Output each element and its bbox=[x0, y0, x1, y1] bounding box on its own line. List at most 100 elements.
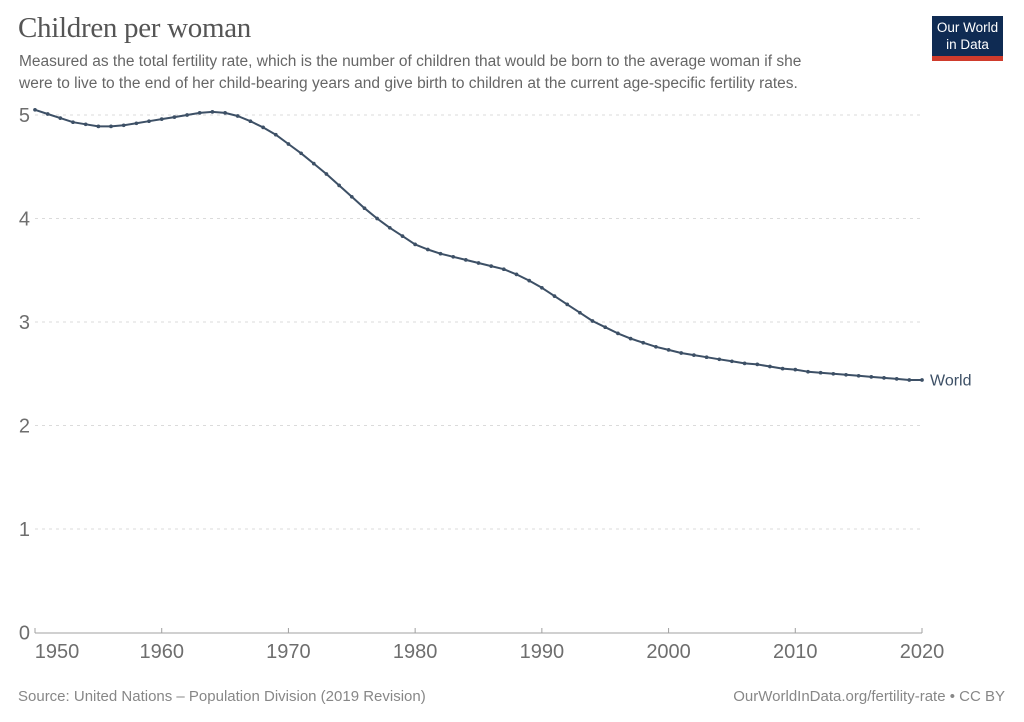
world-data-point bbox=[578, 310, 582, 315]
world-data-point bbox=[628, 336, 633, 341]
world-data-point bbox=[45, 112, 50, 116]
world-data-point bbox=[907, 378, 912, 382]
world-data-point bbox=[489, 264, 494, 268]
world-data-point bbox=[337, 183, 341, 188]
world-series-line bbox=[34, 108, 923, 381]
page-title: Children per woman bbox=[18, 12, 251, 44]
x-tick-label-1980: 1980 bbox=[393, 641, 438, 663]
owid-logo[interactable]: Our World in Data bbox=[932, 16, 1003, 61]
source-note: Source: United Nations – Population Divi… bbox=[18, 688, 426, 705]
world-data-point bbox=[755, 362, 760, 367]
world-data-point bbox=[552, 294, 557, 298]
world-data-point bbox=[793, 367, 798, 372]
chart-subtitle: Measured as the total fertility rate, wh… bbox=[19, 51, 801, 95]
world-data-point bbox=[818, 370, 823, 375]
world-data-point bbox=[742, 361, 747, 366]
world-data-point bbox=[121, 123, 126, 128]
series-end-label: World bbox=[930, 372, 972, 389]
world-data-point bbox=[717, 357, 722, 362]
x-tick-label-2020: 2020 bbox=[900, 641, 945, 663]
world-data-point bbox=[33, 107, 37, 112]
owid-logo-box: Our World in Data bbox=[932, 16, 1003, 56]
world-data-point bbox=[185, 113, 189, 117]
world-data-point bbox=[299, 151, 303, 156]
world-data-point bbox=[654, 344, 658, 349]
world-data-point bbox=[387, 225, 392, 230]
world-data-point bbox=[540, 285, 544, 290]
world-data-point bbox=[806, 369, 810, 374]
world-data-point bbox=[476, 261, 481, 265]
world-data-point bbox=[324, 172, 329, 176]
world-data-point bbox=[831, 371, 836, 376]
world-data-point bbox=[590, 319, 595, 323]
world-data-point bbox=[273, 132, 278, 137]
world-data-point bbox=[375, 216, 379, 221]
world-data-point bbox=[768, 364, 772, 369]
world-data-point bbox=[692, 353, 696, 357]
world-data-point bbox=[71, 120, 75, 125]
world-data-point bbox=[780, 366, 785, 371]
y-tick-label-3: 3 bbox=[19, 312, 30, 334]
world-data-point bbox=[311, 161, 316, 166]
world-data-point bbox=[844, 372, 848, 377]
world-data-point bbox=[514, 272, 519, 277]
world-data-point bbox=[58, 116, 63, 120]
world-data-point bbox=[894, 377, 899, 381]
world-data-point bbox=[197, 111, 202, 115]
world-data-point bbox=[96, 124, 101, 129]
x-tick-label-1990: 1990 bbox=[520, 641, 565, 663]
world-data-point bbox=[223, 111, 227, 115]
x-tick-label-1950: 1950 bbox=[35, 641, 80, 663]
world-data-point bbox=[400, 234, 405, 238]
world-data-point bbox=[261, 125, 265, 130]
world-data-point bbox=[527, 278, 532, 283]
x-tick-label-1970: 1970 bbox=[266, 641, 311, 663]
world-data-point bbox=[869, 375, 874, 379]
world-data-point bbox=[920, 378, 924, 382]
world-data-point bbox=[730, 359, 734, 364]
subtitle-line-2: were to live to the end of her child-bea… bbox=[19, 75, 798, 92]
world-data-point bbox=[413, 242, 417, 247]
y-tick-label-2: 2 bbox=[19, 416, 30, 438]
x-tick-label-1960: 1960 bbox=[139, 641, 184, 663]
x-tick-label-2000: 2000 bbox=[646, 641, 691, 663]
world-data-point bbox=[679, 351, 684, 355]
world-data-point bbox=[882, 376, 886, 380]
world-data-point bbox=[616, 331, 620, 336]
world-data-point bbox=[248, 119, 253, 124]
world-data-point bbox=[362, 206, 367, 211]
subtitle-line-1: Measured as the total fertility rate, wh… bbox=[19, 53, 802, 70]
world-data-point bbox=[172, 115, 177, 119]
world-data-point bbox=[666, 348, 671, 352]
y-tick-label-1: 1 bbox=[19, 519, 30, 541]
world-data-point bbox=[210, 110, 215, 114]
owid-logo-line-2: in Data bbox=[946, 37, 989, 52]
y-tick-label-5: 5 bbox=[19, 105, 30, 127]
world-data-point bbox=[438, 251, 443, 256]
y-tick-label-0: 0 bbox=[19, 623, 30, 645]
world-data-point bbox=[286, 142, 291, 146]
world-data-point bbox=[235, 114, 240, 118]
world-data-point bbox=[147, 119, 151, 124]
world-data-point bbox=[109, 124, 113, 129]
world-data-point bbox=[159, 117, 164, 121]
world-data-point bbox=[641, 340, 646, 345]
world-data-point bbox=[856, 373, 861, 378]
world-data-point bbox=[134, 121, 139, 126]
world-data-point bbox=[603, 325, 608, 330]
y-tick-label-4: 4 bbox=[19, 209, 30, 231]
world-data-point bbox=[83, 122, 88, 127]
owid-logo-line-1: Our World bbox=[936, 20, 999, 35]
world-data-point bbox=[704, 355, 709, 360]
world-data-point bbox=[451, 254, 456, 259]
x-tick-label-2010: 2010 bbox=[773, 641, 818, 663]
world-data-point bbox=[463, 258, 468, 262]
world-data-point bbox=[349, 194, 354, 199]
world-data-point bbox=[565, 302, 570, 307]
owid-logo-red-bar bbox=[932, 56, 1003, 61]
world-data-point bbox=[501, 267, 506, 272]
world-data-point bbox=[425, 247, 430, 252]
attribution-link[interactable]: OurWorldInData.org/fertility-rate • CC B… bbox=[733, 688, 1005, 705]
